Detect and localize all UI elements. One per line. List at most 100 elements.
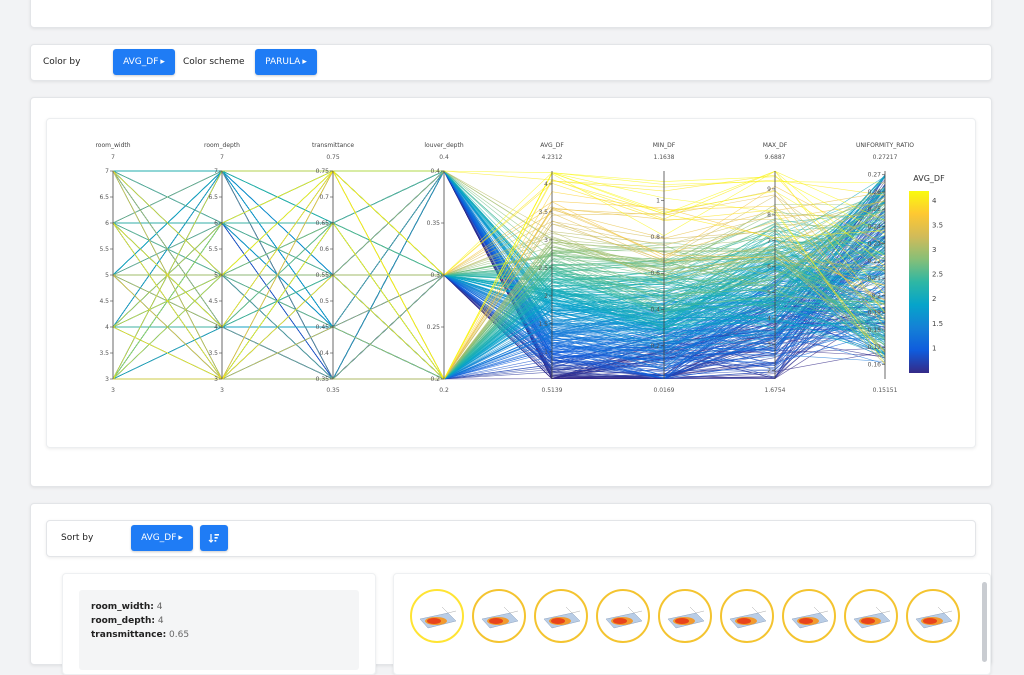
axis-tick-label: 0.6 <box>319 246 329 253</box>
axis-tick-label: 0.6 <box>650 270 660 277</box>
result-thumbnail[interactable] <box>596 589 650 643</box>
axis-title[interactable]: MIN_DF <box>653 142 676 149</box>
axis-title[interactable]: transmittance <box>312 142 354 149</box>
axis-tick-label: 4 <box>544 181 548 188</box>
axis-title[interactable]: room_depth <box>204 142 240 149</box>
colorbar-tick-label: 1 <box>932 344 936 352</box>
axis-tick-label: 4 <box>105 324 109 331</box>
daylight-heatmap-icon <box>419 606 457 629</box>
axis-tick-label: 5.5 <box>99 246 109 253</box>
axis-max-label: 0.27217 <box>873 154 898 161</box>
axis-tick-label: 7 <box>105 168 109 175</box>
sample-line <box>112 170 886 380</box>
result-thumbnail[interactable] <box>782 589 836 643</box>
sample-line <box>112 222 886 380</box>
room-width-row: room_width: 4 <box>91 602 347 612</box>
sample-line <box>112 170 886 380</box>
polyline-group <box>112 170 886 380</box>
axis-tick-label: 2 <box>544 293 548 300</box>
result-thumbnail[interactable] <box>410 589 464 643</box>
room-width-key: room_width: <box>91 602 154 612</box>
sort-by-dropdown[interactable]: AVG_DF ▸ <box>131 525 193 551</box>
chart-panel: room_width 7 3 7 6.5 6 5.5 5 4.5 4 3.5 3 room_depth 7… <box>30 97 992 487</box>
daylight-heatmap-icon <box>605 606 643 629</box>
axis-tick-label: 0.2 <box>650 343 660 350</box>
axis-title[interactable]: room_width <box>95 142 130 149</box>
axis-max-label: 4.2312 <box>542 154 563 161</box>
axis-title[interactable]: MAX_DF <box>763 142 788 149</box>
axis-louver_depth[interactable]: louver_depth 0.4 0.2 0.4 0.35 0.3 0.25 0.2 <box>424 142 464 394</box>
axis-min-label: 0.5139 <box>542 387 563 394</box>
daylight-heatmap-icon <box>481 606 519 629</box>
axis-tick-label: 0.8 <box>650 234 660 241</box>
axis-min-label: 0.35 <box>326 387 340 394</box>
axis-tick-label: 6 <box>214 220 218 227</box>
axis-tick-label: 0.22 <box>868 258 882 265</box>
axis-AVG_DF[interactable]: AVG_DF 4.2312 0.5139 4 3.5 3 2.5 2 1.5 1 <box>538 142 564 394</box>
axis-tick-label: 0.4 <box>430 168 440 175</box>
caret-right-icon: ▸ <box>178 533 183 543</box>
axis-tick-label: 5 <box>214 272 218 279</box>
caret-right-icon: ▸ <box>160 57 165 67</box>
colorbar-tick-label: 2.5 <box>932 271 943 279</box>
axis-tick-label: 0.25 <box>868 206 882 213</box>
axis-tick-label: 6 <box>105 220 109 227</box>
axis-room_width[interactable]: room_width 7 3 7 6.5 6 5.5 5 4.5 4 3.5 3 <box>95 142 130 394</box>
axis-title[interactable]: UNIFORMITY_RATIO <box>856 142 914 149</box>
selection-details-panel: room_width: 4 room_depth: 4 transmittanc… <box>62 573 376 675</box>
axis-tick-label: 5.5 <box>208 246 218 253</box>
axis-min-label: 1.6754 <box>765 387 786 394</box>
daylight-heatmap-icon <box>729 606 767 629</box>
daylight-heatmap-icon <box>791 606 829 629</box>
axis-tick-label: 4.5 <box>99 298 109 305</box>
room-depth-value: 4 <box>157 616 164 626</box>
axis-tick-label: 9 <box>767 186 771 193</box>
axis-tick-label: 0.7 <box>319 194 329 201</box>
axis-max-label: 7 <box>220 154 224 161</box>
transmittance-value: 0.65 <box>169 630 190 640</box>
axis-tick-label: 0.35 <box>427 220 441 227</box>
color-scheme-label: Color scheme <box>183 57 245 67</box>
axis-room_depth[interactable]: room_depth 7 3 7 6.5 6 5.5 5 4.5 4 3.5 3 <box>204 142 240 394</box>
room-width-value: 4 <box>156 602 163 612</box>
color-options-bar: Color by AVG_DF ▸ Color scheme PARULA ▸ <box>30 44 992 81</box>
sort-by-value: AVG_DF <box>141 533 177 543</box>
sort-descending-icon <box>208 534 219 543</box>
axis-MIN_DF[interactable]: MIN_DF 1.1638 0.0169 1 0.8 0.6 0.4 0.2 <box>650 142 675 394</box>
sort-options-bar: Sort by AVG_DF ▸ <box>46 520 976 557</box>
colorbar-tick-label: 2 <box>932 295 936 303</box>
axis-tick-label: 0.65 <box>316 220 330 227</box>
axis-min-label: 0.15151 <box>873 387 898 394</box>
axis-tick-label: 4 <box>767 316 771 323</box>
sort-direction-button[interactable] <box>200 525 228 551</box>
axis-MAX_DF[interactable]: MAX_DF 9.6887 1.6754 9 8 7 6 5 4 3 2 <box>763 142 788 394</box>
color-by-value: AVG_DF <box>123 57 159 67</box>
axis-tick-label: 0.55 <box>316 272 330 279</box>
axis-title[interactable]: AVG_DF <box>540 142 564 149</box>
axis-tick-label: 0.19 <box>868 310 882 317</box>
daylight-heatmap-icon <box>667 606 705 629</box>
color-by-dropdown[interactable]: AVG_DF ▸ <box>113 49 175 75</box>
result-thumbnail[interactable] <box>534 589 588 643</box>
axis-max-label: 0.75 <box>326 154 340 161</box>
axis-tick-label: 0.17 <box>868 344 882 351</box>
axis-UNIFORMITY_RATIO[interactable]: UNIFORMITY_RATIO 0.27217 0.15151 0.27 0.26 0.… <box>856 142 914 394</box>
axis-tick-label: 6.5 <box>99 194 109 201</box>
result-thumbnail[interactable] <box>658 589 712 643</box>
axis-tick-label: 7 <box>214 168 218 175</box>
result-thumbnail[interactable] <box>472 589 526 643</box>
result-thumbnail[interactable] <box>906 589 960 643</box>
axis-transmittance[interactable]: transmittance 0.75 0.35 0.75 0.7 0.65 0.6 0.55 0… <box>312 142 354 394</box>
axis-tick-label: 0.25 <box>427 324 441 331</box>
axis-tick-label: 3 <box>214 376 218 383</box>
result-thumbnail[interactable] <box>844 589 898 643</box>
gallery-scrollbar[interactable] <box>982 582 987 662</box>
axis-title[interactable]: louver_depth <box>424 142 464 149</box>
color-scheme-dropdown[interactable]: PARULA ▸ <box>255 49 317 75</box>
axis-tick-label: 0.2 <box>430 376 440 383</box>
colorbar-tick-label: 3 <box>932 246 936 254</box>
sample-line <box>112 170 886 328</box>
parallel-coordinates-chart: room_width 7 3 7 6.5 6 5.5 5 4.5 4 3.5 3 room_depth 7… <box>46 118 976 448</box>
sample-line <box>113 170 886 286</box>
result-thumbnail[interactable] <box>720 589 774 643</box>
